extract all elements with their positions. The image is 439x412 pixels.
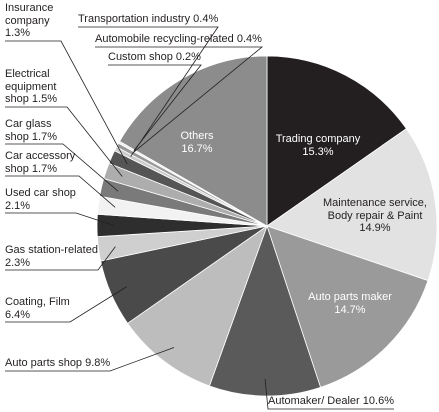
- category-name: Car accessory shop: [5, 150, 76, 175]
- slice-label: Used car shop 2.1%: [5, 187, 76, 212]
- category-name: Coating, Film: [5, 296, 70, 308]
- slice-label: Coating, Film 6.4%: [5, 296, 70, 321]
- slice-label: Auto parts shop 9.8%: [5, 357, 110, 370]
- slice-label: Automaker/ Dealer 10.6%: [268, 395, 394, 408]
- value-label: 1.7%: [31, 130, 57, 143]
- leader-line: [95, 46, 264, 154]
- pie-slice: [127, 224, 268, 387]
- leader-line: [108, 64, 202, 151]
- pie-slice: [266, 128, 438, 282]
- category-name: Auto parts shop: [5, 357, 83, 369]
- slice-label: Maintenance service, Body repair & Paint…: [310, 197, 439, 235]
- slice-label: Electrical equipment shop 1.5%: [5, 68, 67, 106]
- value-label: 10.6%: [362, 395, 394, 407]
- value-label: 0.2%: [175, 51, 201, 63]
- category-name: Automobile recycling-related: [95, 33, 234, 45]
- leader-line: [5, 212, 115, 226]
- category-name: Maintenance service, Body repair & Paint: [323, 197, 427, 222]
- value-label: 16.7%: [181, 142, 213, 155]
- value-label: 1.3%: [5, 27, 31, 39]
- category-name: Car glass shop: [5, 118, 52, 143]
- value-label: 14.7%: [334, 303, 366, 316]
- category-name: Transportation industry: [78, 13, 191, 25]
- slice-label: Insurance company 1.3%: [5, 2, 61, 40]
- pie-slice: [208, 224, 322, 397]
- slice-label: Auto parts maker 14.7%: [295, 291, 405, 316]
- value-label: 15.3%: [302, 145, 334, 158]
- value-label: 0.4%: [193, 13, 219, 25]
- slice-label: Custom shop 0.2%: [108, 51, 201, 64]
- slice-label: Car accessory shop 1.7%: [5, 150, 79, 175]
- value-label: 1.7%: [31, 162, 57, 175]
- leader-line: [5, 106, 123, 177]
- leader-line: [5, 246, 116, 271]
- leader-line: [78, 26, 219, 157]
- value-label: 2.1%: [5, 199, 31, 212]
- value-label: 0.4%: [236, 33, 262, 45]
- value-label: 9.8%: [85, 357, 111, 369]
- category-name: Automaker/ Dealer: [268, 395, 360, 407]
- leader-line: [5, 143, 119, 192]
- category-name: Used car shop: [5, 187, 76, 199]
- category-name: Gas station-related: [5, 244, 98, 256]
- category-name: Insurance company: [5, 2, 54, 27]
- leader-line: [5, 286, 127, 323]
- category-name: Auto parts maker: [308, 291, 392, 303]
- leader-line: [5, 347, 175, 372]
- slice-label: Transportation industry 0.4%: [78, 13, 218, 26]
- slice-label: Car glass shop 1.7%: [5, 118, 63, 143]
- category-name: Electrical equipment shop: [5, 68, 57, 105]
- category-name: Trading company: [275, 133, 361, 145]
- slice-label: Gas station-related 2.3%: [5, 244, 98, 269]
- value-label: 6.4%: [5, 308, 31, 321]
- leader-line: [5, 175, 116, 208]
- value-label: 14.9%: [359, 222, 391, 234]
- category-name: Others: [180, 130, 214, 142]
- value-label: 1.5%: [31, 93, 57, 105]
- slice-label: Trading company 15.3%: [263, 133, 373, 158]
- pie-slice: [266, 55, 407, 227]
- leader-line: [264, 378, 394, 410]
- slice-label: Automobile recycling-related 0.4%: [95, 33, 262, 46]
- slice-label: Others 16.7%: [152, 130, 242, 155]
- pie-slice: [119, 55, 268, 227]
- category-name: Custom shop: [108, 51, 173, 63]
- leader-line: [5, 40, 128, 165]
- value-label: 2.3%: [5, 256, 31, 269]
